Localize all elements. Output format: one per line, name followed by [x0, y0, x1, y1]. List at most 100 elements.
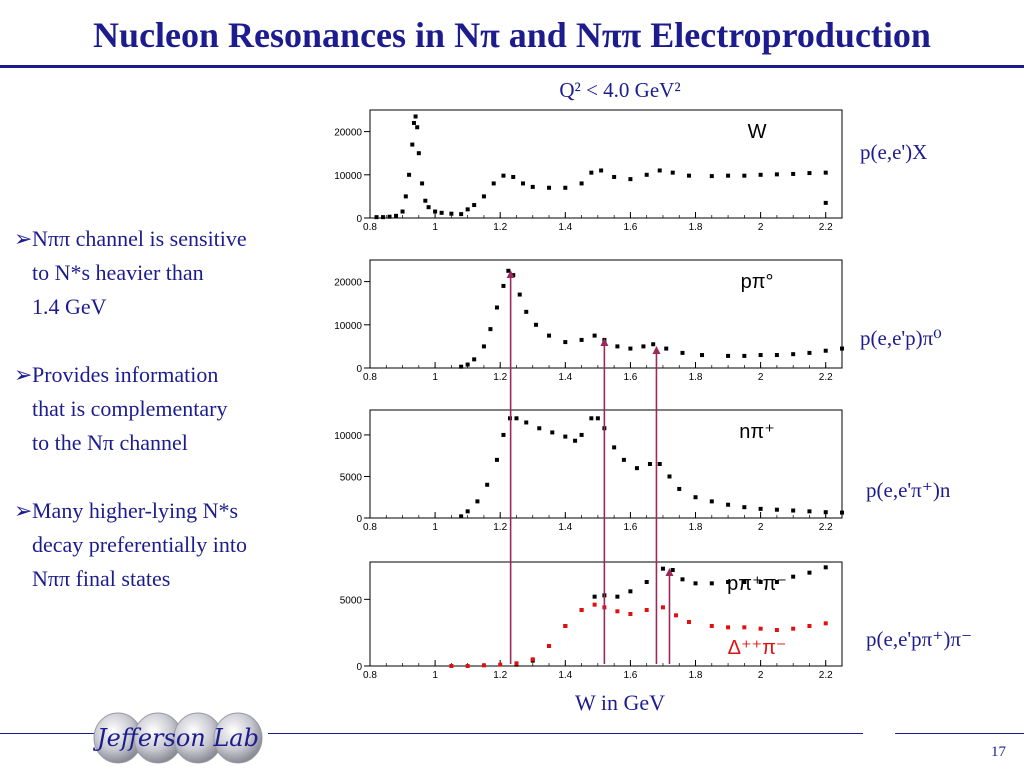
data-point	[511, 174, 516, 179]
data-point	[667, 474, 672, 479]
data-point	[465, 362, 470, 367]
x-tick-label: 1.8	[689, 670, 703, 681]
data-point	[742, 505, 747, 510]
bullet-list: ➢Nππ channel is sensitive to N*s heavier…	[14, 222, 324, 630]
data-point	[670, 568, 675, 572]
data-point	[774, 507, 779, 512]
plot-frame	[369, 259, 843, 369]
data-point	[595, 416, 600, 421]
data-point	[687, 620, 692, 624]
x-tick-label: 1.8	[689, 222, 703, 233]
data-point	[579, 337, 584, 342]
data-point	[823, 200, 828, 205]
data-point	[579, 181, 584, 186]
data-point	[403, 194, 408, 199]
data-point	[615, 609, 620, 614]
data-point	[660, 566, 665, 571]
data-point	[449, 211, 454, 216]
bullet-line: Nππ final states	[32, 566, 171, 591]
data-point	[726, 580, 731, 584]
data-point	[501, 173, 506, 178]
resonance-arrowhead	[600, 338, 609, 346]
data-point	[481, 663, 486, 668]
bullet-line: 1.4 GeV	[32, 294, 107, 319]
bullet-line: decay preferentially into	[32, 532, 248, 557]
data-point	[709, 624, 714, 628]
data-point	[381, 215, 386, 220]
data-point	[407, 172, 412, 177]
data-point	[644, 172, 649, 177]
data-point	[472, 203, 477, 208]
data-point	[494, 457, 499, 462]
data-point	[524, 420, 529, 425]
data-point	[651, 342, 656, 347]
data-point	[657, 462, 662, 466]
data-point	[693, 495, 698, 500]
x-tick-label: 2	[758, 372, 764, 383]
data-point	[423, 198, 428, 203]
data-point	[491, 181, 496, 186]
bullet-item: ➢Many higher-lying N*s decay preferentia…	[14, 494, 324, 596]
x-tick-label: 1	[432, 522, 438, 533]
data-point	[615, 594, 620, 599]
data-point	[823, 510, 828, 515]
y-tick-label: 0	[356, 514, 362, 525]
data-point	[415, 125, 420, 130]
resonance-arrowhead	[652, 346, 661, 354]
x-tick-label: 1.4	[558, 522, 572, 533]
data-point	[677, 486, 682, 491]
data-point	[534, 322, 539, 327]
data-point	[416, 151, 421, 156]
data-point	[589, 416, 594, 421]
data-point	[592, 602, 597, 607]
data-point	[459, 364, 464, 369]
data-point	[394, 213, 399, 218]
data-point	[628, 177, 633, 182]
data-point	[501, 283, 506, 288]
data-point	[411, 120, 416, 125]
data-point	[494, 305, 499, 310]
data-point	[709, 174, 714, 179]
data-point	[599, 168, 604, 173]
data-point	[641, 344, 646, 349]
data-point	[400, 209, 405, 214]
reaction-label-ppipi: p(e,e'pπ⁺)π⁻	[866, 627, 973, 651]
data-point	[807, 509, 812, 514]
bullet-line: ➢Many higher-lying N*s	[14, 494, 324, 528]
x-tick-label: 1.8	[689, 372, 703, 383]
x-tick-label: 0.8	[363, 522, 377, 533]
data-point	[506, 268, 511, 273]
panel-secondary-label: Δ⁺⁺π⁻	[728, 637, 787, 659]
x-tick-label: 2	[758, 222, 764, 233]
x-tick-label: 2	[758, 670, 764, 681]
data-point	[774, 172, 779, 177]
data-point	[481, 344, 486, 349]
data-point	[410, 142, 415, 147]
x-tick-label: 1	[432, 222, 438, 233]
data-point	[465, 664, 470, 668]
data-point	[547, 185, 552, 190]
x-tick-label: 0.8	[363, 670, 377, 681]
x-tick-label: 1.6	[623, 522, 637, 533]
bullet-arrow-icon: ➢	[14, 498, 33, 523]
data-point	[726, 173, 731, 178]
data-point	[644, 608, 649, 612]
data-point	[687, 173, 692, 178]
bullet-line: ➢Nππ channel is sensitive	[14, 222, 324, 256]
data-point	[387, 214, 392, 219]
data-point	[673, 613, 678, 618]
bullet-item: ➢Nππ channel is sensitive to N*s heavier…	[14, 222, 324, 324]
data-point	[481, 194, 486, 199]
x-tick-label: 2.2	[819, 670, 833, 681]
data-point	[742, 580, 747, 584]
panel-label: pπ⁺π⁻	[727, 573, 787, 595]
x-tick-label: 1	[432, 670, 438, 681]
panel-label: nπ⁺	[739, 421, 774, 443]
x-tick-label: 1.4	[558, 222, 572, 233]
bullet-line: that is complementary	[32, 396, 228, 421]
data-point	[807, 171, 812, 176]
data-point	[709, 499, 714, 504]
data-point	[524, 309, 529, 314]
data-point	[664, 346, 669, 351]
data-point	[433, 209, 438, 214]
